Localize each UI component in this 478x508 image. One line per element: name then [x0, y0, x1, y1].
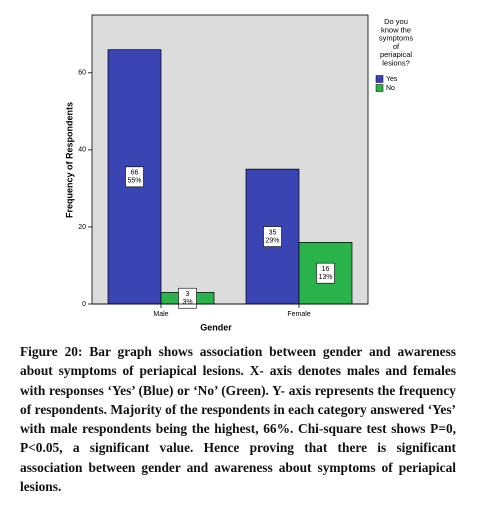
x-axis-title: Gender [200, 322, 232, 332]
data-label-box [125, 166, 144, 188]
x-tick-label: Female [287, 311, 310, 318]
data-label-value: 3 [186, 291, 190, 298]
y-tick-label: 40 [78, 147, 86, 154]
data-label-box [178, 287, 197, 309]
data-label-percent: 55% [127, 178, 141, 185]
y-axis-title: Frequency of Respondents [64, 102, 74, 218]
chart: Gender Frequency of Respondents 0 20 40 60 M… [64, 14, 413, 332]
legend-swatch [375, 75, 384, 83]
data-label-percent: 3% [182, 299, 192, 306]
data-label-percent: 29% [265, 237, 279, 244]
legend-swatch [375, 84, 384, 92]
legend-title: Do you [384, 17, 408, 26]
legend-title: lesions? [382, 58, 410, 67]
legend-title: periapical [380, 50, 412, 59]
data-label-value: 35 [269, 229, 277, 236]
caption: Figure 20: Bar graph shows association b… [20, 344, 456, 495]
data-label-box [316, 262, 335, 284]
y-tick-label: 60 [78, 70, 86, 77]
legend-title: know the [381, 25, 411, 34]
legend-title: of [393, 42, 400, 51]
data-label-value: 66 [131, 170, 139, 177]
data-label-box [263, 226, 282, 247]
data-label-percent: 13% [318, 274, 332, 281]
y-tick-label: 0 [82, 301, 86, 308]
x-tick-label: Male [153, 311, 168, 318]
legend-label: No [386, 85, 395, 92]
y-tick-label: 20 [78, 224, 86, 231]
legend-title: symptoms [379, 34, 413, 43]
data-label-value: 16 [322, 266, 330, 273]
legend-label: Yes [386, 76, 398, 83]
